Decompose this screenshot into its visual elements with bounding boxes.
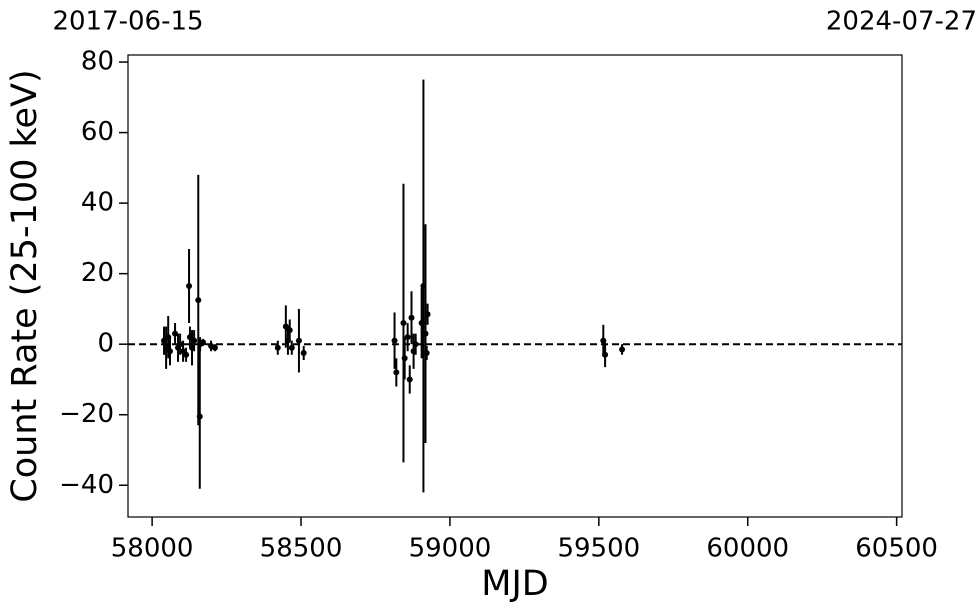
data-point — [619, 346, 626, 353]
data-point — [412, 341, 419, 348]
data-point — [600, 337, 607, 344]
data-point — [211, 344, 218, 351]
data-point — [422, 330, 429, 337]
data-point — [401, 355, 408, 362]
y-tick-label: 20 — [81, 258, 114, 288]
plot-frame — [127, 54, 903, 518]
data-point — [424, 311, 431, 318]
data-point — [393, 369, 400, 376]
data-point — [191, 337, 198, 344]
data-point — [183, 351, 190, 358]
data-point — [300, 350, 307, 357]
y-tick-label: 40 — [81, 188, 114, 218]
data-point — [172, 330, 179, 337]
data-point — [196, 413, 203, 420]
x-tick-label: 60000 — [706, 534, 789, 564]
data-point — [404, 334, 411, 341]
y-axis-label: Count Rate (25-100 keV) — [5, 69, 45, 502]
data-point — [295, 337, 302, 344]
top-date-label: 2024-07-27 — [826, 7, 977, 37]
data-point — [200, 339, 207, 346]
top-date-label: 2017-06-15 — [52, 7, 203, 37]
x-axis-label: MJD — [481, 564, 548, 604]
y-tick-label: 0 — [97, 329, 114, 359]
y-tick-label: −20 — [59, 399, 114, 429]
data-point — [186, 283, 193, 289]
data-point — [166, 348, 173, 355]
data-point — [274, 344, 281, 351]
data-point — [177, 341, 184, 348]
y-tick-label: 60 — [81, 117, 114, 147]
x-tick-label: 58500 — [260, 534, 343, 564]
y-tick-label: 80 — [81, 47, 114, 77]
y-tick-label: −40 — [59, 470, 114, 500]
x-tick-label: 59000 — [409, 534, 492, 564]
x-tick-label: 59500 — [557, 534, 640, 564]
data-point — [286, 327, 293, 334]
data-point — [408, 314, 415, 321]
data-point — [195, 297, 202, 304]
data-point — [406, 376, 413, 383]
data-point — [288, 344, 295, 351]
x-tick-label: 58000 — [111, 534, 194, 564]
data-point — [423, 350, 430, 357]
x-tick-label: 60500 — [855, 534, 938, 564]
data-point — [602, 351, 609, 358]
data-point — [400, 320, 407, 327]
data-point — [391, 337, 398, 344]
